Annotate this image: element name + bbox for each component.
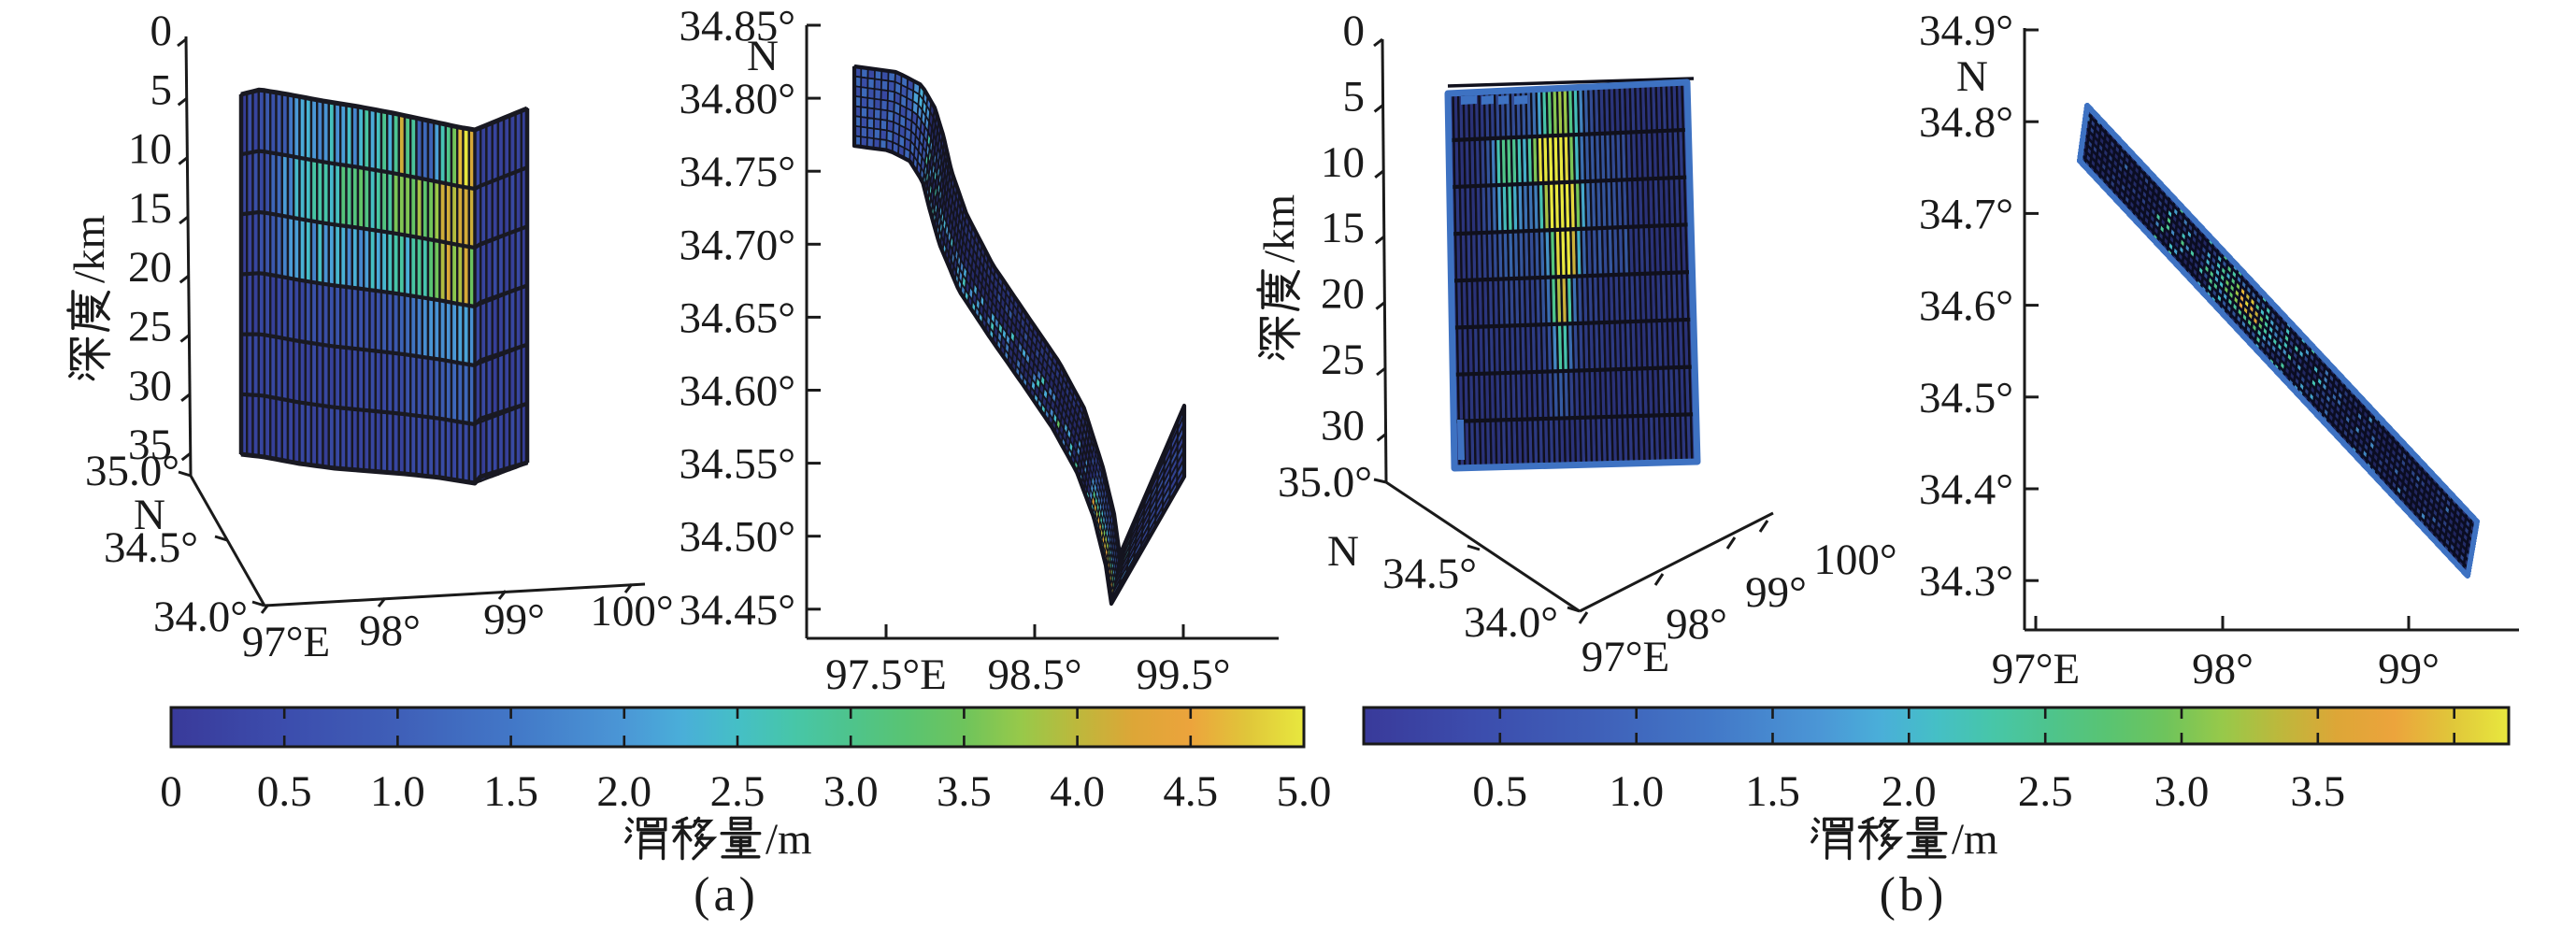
svg-text:98°: 98° (359, 607, 421, 655)
svg-text:2.0: 2.0 (1882, 767, 1937, 816)
svg-text:10: 10 (1321, 138, 1365, 187)
svg-text:98°: 98° (1666, 600, 1727, 649)
svg-text:97°E: 97°E (1992, 645, 2081, 693)
svg-text:N: N (1327, 527, 1359, 576)
svg-text:34.3°: 34.3° (1919, 557, 2013, 606)
svg-text:34.55°: 34.55° (679, 440, 795, 489)
svg-text:34.9°: 34.9° (1919, 7, 2013, 55)
svg-text:99°: 99° (2378, 645, 2440, 693)
svg-text:1.0: 1.0 (1609, 767, 1664, 816)
svg-text:97°E: 97°E (242, 618, 331, 666)
svg-text:35: 35 (128, 421, 172, 469)
svg-text:34.75°: 34.75° (679, 148, 795, 196)
svg-text:4.5: 4.5 (1163, 767, 1218, 816)
svg-text:98°: 98° (2192, 645, 2254, 693)
svg-text:98.5°: 98.5° (987, 650, 1081, 699)
svg-text:5: 5 (150, 65, 173, 114)
svg-text:34.65°: 34.65° (679, 293, 795, 342)
svg-text:0.5: 0.5 (1472, 767, 1527, 816)
svg-text:N: N (1956, 52, 1988, 101)
svg-text:34.5°: 34.5° (1382, 550, 1477, 598)
svg-text:34.5°: 34.5° (104, 523, 198, 572)
svg-text:34.0°: 34.0° (1464, 598, 1558, 647)
svg-text:/km: /km (65, 215, 114, 283)
svg-text:(b): (b) (1880, 868, 1948, 922)
svg-text:15: 15 (1321, 204, 1365, 252)
svg-text:34.80°: 34.80° (679, 75, 795, 123)
svg-text:3.5: 3.5 (2290, 767, 2345, 816)
svg-text:0: 0 (150, 7, 173, 55)
svg-text:3.0: 3.0 (2154, 767, 2210, 816)
svg-text:35.0°: 35.0° (85, 447, 179, 495)
svg-text:4.0: 4.0 (1050, 767, 1105, 816)
svg-text:1.5: 1.5 (1745, 767, 1800, 816)
svg-text:N: N (747, 32, 779, 80)
svg-text:15: 15 (128, 184, 172, 233)
svg-text:35.0°: 35.0° (1278, 458, 1372, 507)
svg-text:20: 20 (128, 243, 172, 292)
svg-text:34.85°: 34.85° (679, 2, 795, 50)
svg-text:34.0°: 34.0° (153, 593, 248, 641)
svg-text:34.45°: 34.45° (679, 586, 795, 635)
svg-text:3.5: 3.5 (937, 767, 992, 816)
svg-text:2.5: 2.5 (2018, 767, 2073, 816)
svg-text:0: 0 (160, 767, 182, 816)
svg-text:34.5°: 34.5° (1919, 374, 2013, 422)
svg-text:1.5: 1.5 (483, 767, 538, 816)
svg-text:100°: 100° (1813, 536, 1896, 584)
svg-text:99.5°: 99.5° (1136, 650, 1230, 699)
svg-text:3.0: 3.0 (823, 767, 879, 816)
svg-text:5.0: 5.0 (1277, 767, 1332, 816)
svg-text:30: 30 (128, 362, 172, 410)
svg-text:34.7°: 34.7° (1919, 190, 2013, 238)
svg-text:/m: /m (766, 815, 812, 864)
svg-text:100°: 100° (590, 587, 673, 636)
svg-text:34.4°: 34.4° (1919, 465, 2013, 514)
svg-text:99°: 99° (1745, 568, 1807, 617)
svg-text:97.5°E: 97.5°E (825, 650, 947, 699)
svg-text:/km: /km (1255, 194, 1304, 263)
svg-text:/m: /m (1952, 815, 1998, 864)
svg-text:34.70°: 34.70° (679, 221, 795, 269)
svg-text:97°E: 97°E (1581, 633, 1670, 681)
svg-text:34.8°: 34.8° (1919, 98, 2013, 147)
svg-text:34.60°: 34.60° (679, 367, 795, 416)
svg-text:20: 20 (1321, 270, 1365, 319)
svg-text:5: 5 (1343, 72, 1366, 121)
svg-text:99°: 99° (483, 595, 545, 644)
svg-text:2.0: 2.0 (596, 767, 651, 816)
svg-text:34.6°: 34.6° (1919, 282, 2013, 331)
svg-text:25: 25 (1321, 336, 1365, 384)
svg-text:25: 25 (128, 303, 172, 351)
svg-text:10: 10 (128, 125, 172, 174)
svg-text:(a): (a) (694, 868, 759, 922)
svg-text:1.0: 1.0 (370, 767, 425, 816)
svg-text:34.50°: 34.50° (679, 513, 795, 562)
svg-text:0: 0 (1343, 7, 1366, 55)
svg-text:0.5: 0.5 (257, 767, 312, 816)
svg-text:30: 30 (1321, 401, 1365, 450)
svg-text:2.5: 2.5 (710, 767, 766, 816)
svg-text:N: N (134, 491, 165, 539)
